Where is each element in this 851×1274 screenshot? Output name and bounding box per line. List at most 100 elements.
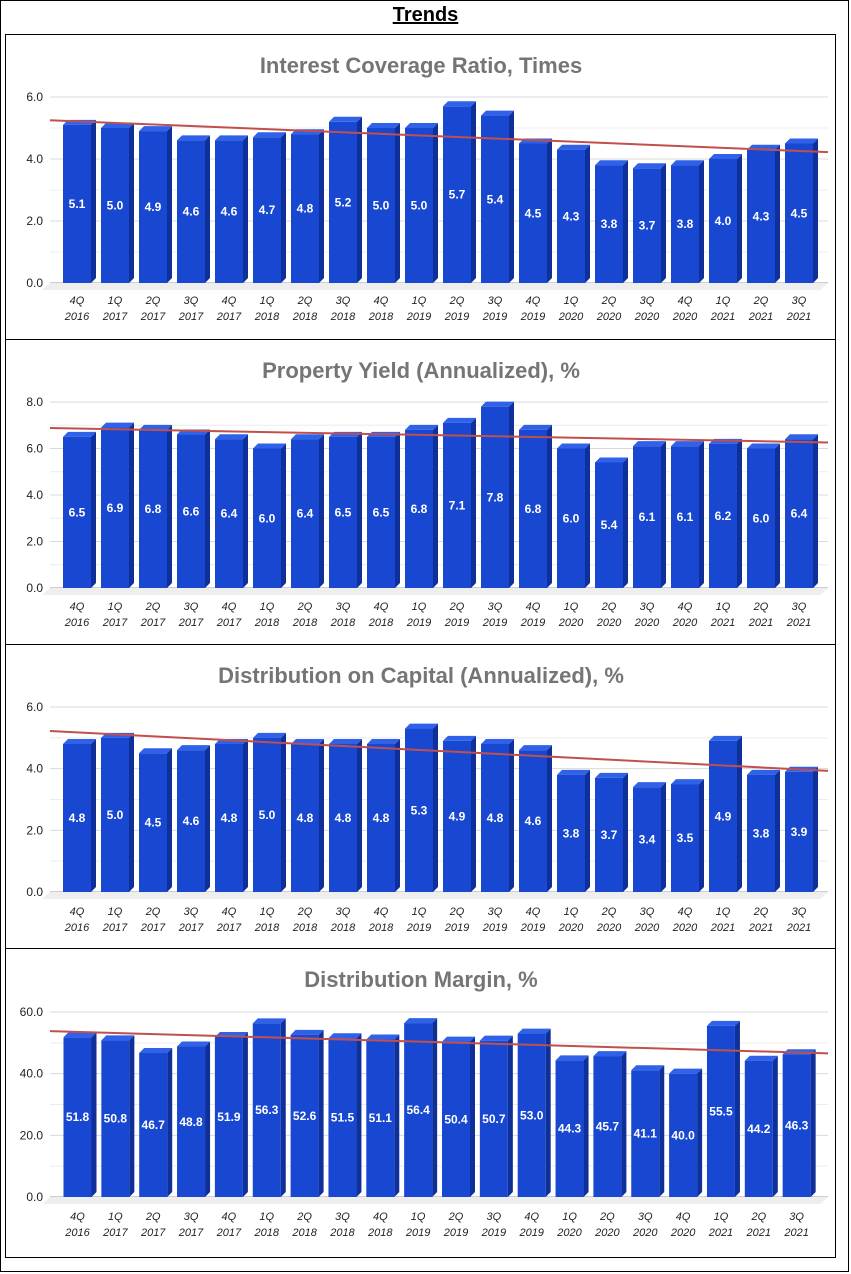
data-label: 6.4 <box>297 507 314 521</box>
x-tick-quarter: 4Q <box>70 1211 85 1223</box>
x-tick-year: 2019 <box>482 617 507 629</box>
x-tick-quarter: 3Q <box>336 295 351 307</box>
x-tick-quarter: 1Q <box>716 906 731 918</box>
x-tick-quarter: 1Q <box>714 1211 729 1223</box>
x-tick-year: 2019 <box>406 617 431 629</box>
bar-top <box>595 160 628 166</box>
bar-property-yield-10 <box>443 417 476 588</box>
chart-floor <box>42 892 828 899</box>
bar-distribution-margin-13 <box>555 1055 589 1197</box>
data-label: 4.8 <box>297 811 314 825</box>
x-tick-quarter: 1Q <box>108 601 123 613</box>
bar-top <box>633 441 666 447</box>
bar-side <box>471 101 476 283</box>
bar-interest-coverage-9 <box>405 123 438 283</box>
bar-front <box>329 121 357 283</box>
x-tick-year: 2020 <box>596 617 622 629</box>
bar-side <box>91 1032 97 1197</box>
data-label: 6.5 <box>373 505 390 519</box>
x-tick-year: 2019 <box>520 311 545 323</box>
bar-front <box>671 165 699 283</box>
bar-front <box>671 446 699 588</box>
bar-side <box>167 126 172 283</box>
trendline <box>49 730 829 772</box>
data-label: 6.5 <box>335 505 352 519</box>
x-tick-quarter: 3Q <box>488 601 503 613</box>
x-tick-year: 2017 <box>102 311 128 323</box>
bar-side <box>129 123 134 283</box>
x-tick-quarter: 3Q <box>640 601 655 613</box>
bar-front <box>519 750 547 892</box>
bar-front <box>517 1033 546 1197</box>
x-tick-quarter: 1Q <box>562 1211 577 1223</box>
x-tick-quarter: 3Q <box>335 1211 350 1223</box>
chart-panel-property-yield: Property Yield (Annualized), % 0.0 2.0 4.0 6… <box>5 339 836 645</box>
bar-distribution-margin-5 <box>252 1018 286 1197</box>
bar-top <box>671 779 704 785</box>
bar-top <box>785 434 818 440</box>
bar-side <box>471 417 476 588</box>
bar-front <box>63 124 91 284</box>
x-tick-quarter: 4Q <box>526 906 541 918</box>
x-tick-quarter: 3Q <box>184 601 199 613</box>
bar-distribution-margin-7 <box>328 1033 362 1197</box>
data-label: 4.8 <box>487 811 504 825</box>
bar-side <box>775 769 780 892</box>
x-tick-quarter: 3Q <box>487 1211 502 1223</box>
bar-distribution-on-capital-6 <box>291 739 324 892</box>
bar-side <box>699 441 704 588</box>
x-tick-year: 2020 <box>672 311 698 323</box>
bar-front <box>481 744 509 892</box>
x-tick-year: 2017 <box>216 1227 242 1239</box>
data-label: 6.1 <box>639 510 656 524</box>
bar-top <box>671 160 704 166</box>
x-tick-year: 2017 <box>178 311 204 323</box>
bar-top <box>404 1018 438 1024</box>
bar-front <box>328 1038 357 1197</box>
y-tick-label: 0.0 <box>26 581 43 595</box>
bar-front <box>101 1040 130 1197</box>
x-tick-quarter: 4Q <box>374 601 389 613</box>
x-tick-quarter: 3Q <box>792 906 807 918</box>
bar-front <box>405 128 433 283</box>
y-tick-label: 0.0 <box>26 1190 43 1204</box>
bar-side <box>243 739 248 892</box>
x-tick-quarter: 3Q <box>789 1211 804 1223</box>
bar-front <box>442 1041 470 1197</box>
data-label: 3.7 <box>639 219 656 233</box>
bar-interest-coverage-4 <box>215 135 248 283</box>
x-tick-year: 2019 <box>481 1227 506 1239</box>
bar-property-yield-9 <box>405 424 438 588</box>
data-label: 44.3 <box>558 1122 582 1136</box>
x-tick-year: 2017 <box>140 617 166 629</box>
bar-top <box>443 735 476 741</box>
bar-side <box>507 1035 513 1197</box>
y-tick-label: 0.0 <box>26 885 43 899</box>
bar-front <box>405 728 433 892</box>
x-tick-year: 2019 <box>406 922 431 934</box>
chart-title: Distribution Margin, % <box>304 967 537 992</box>
bar-top <box>557 769 590 775</box>
bar-distribution-margin-6 <box>290 1029 324 1197</box>
bar-top <box>479 1035 513 1041</box>
y-tick-label: 8.0 <box>26 395 43 409</box>
bar-distribution-margin-15 <box>631 1065 665 1197</box>
bar-front <box>215 439 243 588</box>
data-label: 5.4 <box>487 192 504 206</box>
bar-property-yield-6 <box>291 434 324 588</box>
bar-front <box>177 140 205 283</box>
bar-distribution-on-capital-7 <box>329 739 362 892</box>
bar-distribution-margin-10 <box>442 1036 475 1197</box>
bar-interest-coverage-7 <box>329 116 362 283</box>
x-tick-year: 2020 <box>596 922 622 934</box>
data-label: 50.7 <box>482 1112 506 1126</box>
y-tick-label: 6.0 <box>26 90 43 104</box>
bar-interest-coverage-0 <box>63 119 96 284</box>
bar-front <box>329 744 357 892</box>
x-tick-year: 2020 <box>558 922 584 934</box>
bar-front <box>404 1023 433 1197</box>
bar-interest-coverage-5 <box>253 132 286 283</box>
x-tick-quarter: 2Q <box>601 295 617 307</box>
bar-front <box>101 737 129 892</box>
trendline <box>49 427 829 444</box>
